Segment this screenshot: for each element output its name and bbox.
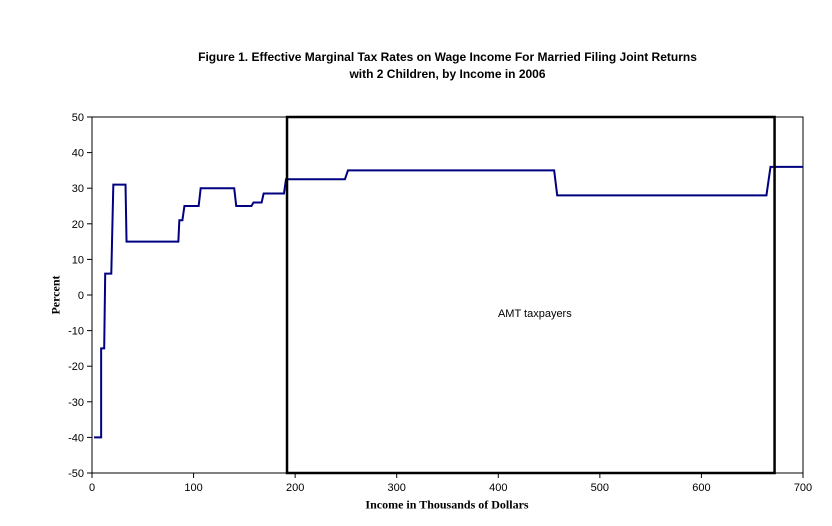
y-tick-label: -40 <box>68 432 84 444</box>
y-tick-label: 20 <box>72 219 84 231</box>
chart-title-line2: with 2 Children, by Income in 2006 <box>349 67 546 81</box>
x-tick-label: 100 <box>184 482 202 494</box>
x-tick-label: 0 <box>89 482 95 494</box>
x-tick-label: 600 <box>692 482 710 494</box>
x-tick-label: 200 <box>286 482 304 494</box>
y-tick-label: 40 <box>72 148 84 160</box>
x-tick-label: 700 <box>794 482 812 494</box>
y-tick-label: 10 <box>72 254 84 266</box>
x-axis-title: Income in Thousands of Dollars <box>365 497 529 512</box>
y-tick-label: 50 <box>72 112 84 124</box>
y-tick-label: -10 <box>68 326 84 338</box>
y-tick-label: -50 <box>68 468 84 480</box>
x-tick-label: 500 <box>591 482 609 494</box>
y-tick-label: -20 <box>68 361 84 373</box>
x-tick-label: 300 <box>388 482 406 494</box>
chart-title-line1: Figure 1. Effective Marginal Tax Rates o… <box>198 50 697 64</box>
y-tick-label: -30 <box>68 397 84 409</box>
amt-taxpayers-label: AMT taxpayers <box>498 308 572 320</box>
x-tick-label: 400 <box>489 482 507 494</box>
chart-title: Figure 1. Effective Marginal Tax Rates o… <box>92 49 803 83</box>
y-tick-label: 30 <box>72 183 84 195</box>
emtr-line-series <box>94 165 803 439</box>
amt-taxpayers-box <box>285 115 776 475</box>
y-tick-label: 0 <box>78 290 84 302</box>
